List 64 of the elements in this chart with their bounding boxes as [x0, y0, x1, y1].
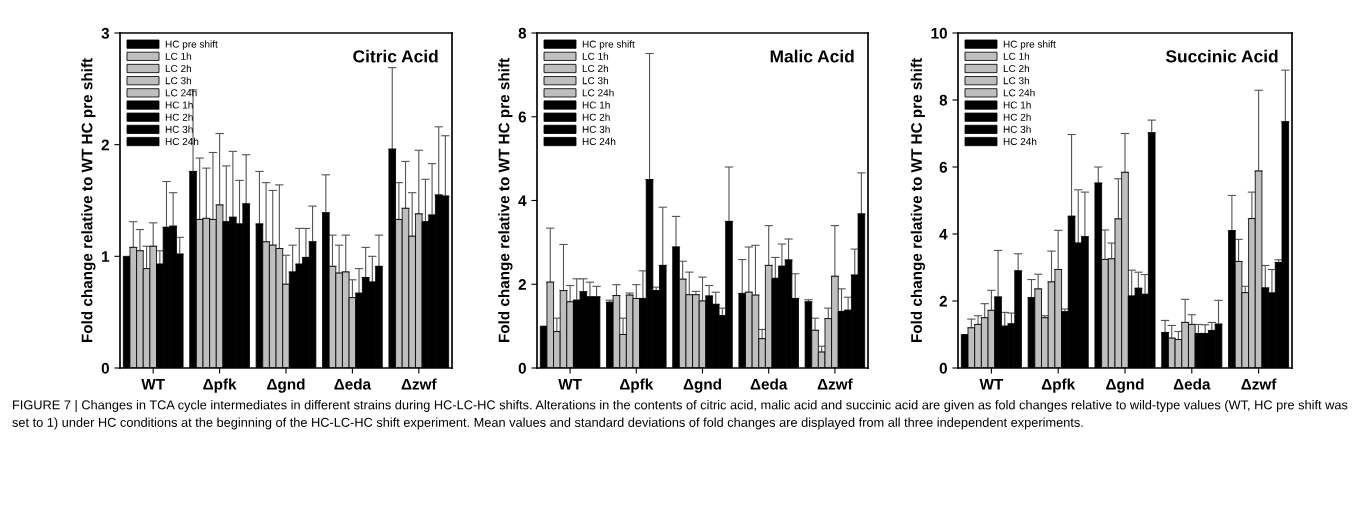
x-tick-label: Δzwf — [401, 378, 437, 390]
legend-label: HC 1h — [165, 101, 193, 109]
legend-label: LC 24h — [582, 89, 614, 97]
x-tick-label: WT — [141, 378, 165, 390]
legend-label: HC 24h — [582, 137, 616, 146]
legend-label: LC 3h — [582, 76, 609, 85]
legend-label: HC pre shift — [165, 40, 218, 50]
x-tick-label: Δeda — [334, 378, 372, 390]
legend-label: HC 24h — [165, 137, 199, 146]
legend-label: LC 3h — [165, 76, 192, 85]
y-tick-label: 1 — [102, 251, 110, 262]
y-tick-label: 0 — [939, 362, 947, 374]
x-tick-label: WT — [979, 378, 1004, 390]
legend-label: HC 1h — [1003, 101, 1031, 109]
y-tick-label: 4 — [939, 229, 948, 240]
y-tick-label: 8 — [518, 27, 527, 39]
y-axis-title: Fold change relative to WT HC pre shift — [498, 58, 513, 343]
legend-label: HC pre shift — [582, 40, 635, 50]
legend-label: LC 1h — [582, 52, 609, 60]
y-tick-label: 2 — [939, 295, 947, 307]
x-tick-label: WT — [558, 378, 582, 390]
y-tick-label: 2 — [518, 279, 526, 290]
text: Succinic Acid — [1165, 49, 1278, 63]
x-tick-label: Δeda — [1173, 378, 1211, 390]
x-tick-label: Δpfk — [203, 378, 237, 393]
y-axis-title: Fold change relative to WT HC pre shift — [910, 58, 926, 343]
x-tick-label: Δzwf — [817, 378, 853, 390]
legend-label: LC 1h — [1003, 52, 1030, 60]
x-tick-label: Δeda — [750, 378, 788, 390]
legend-label: HC 3h — [1003, 125, 1031, 133]
legend-label: LC 2h — [1003, 64, 1030, 73]
x-tick-label: Δgnd — [1106, 378, 1144, 393]
y-tick-label: 4 — [518, 195, 527, 207]
y-tick-label: 10 — [931, 27, 947, 39]
legend-label: LC 3h — [1003, 76, 1030, 85]
text: Citric Acid — [353, 49, 438, 63]
legend-label: HC 2h — [582, 113, 610, 121]
legend-label: HC 3h — [582, 125, 610, 133]
text: Malic Acid — [770, 49, 854, 63]
legend-label: HC 2h — [1003, 113, 1031, 121]
legend-label: HC 24h — [1003, 137, 1037, 146]
y-tick-label: 0 — [518, 362, 526, 374]
y-tick-label: 2 — [101, 139, 109, 151]
y-tick-label: 0 — [101, 362, 109, 374]
x-tick-label: Δpfk — [1041, 378, 1076, 393]
legend-label: LC 2h — [582, 64, 609, 73]
legend-label: HC 3h — [165, 125, 193, 133]
x-tick-label: Δgnd — [267, 378, 305, 393]
legend-label: LC 24h — [1003, 89, 1035, 97]
x-tick-label: Δzwf — [1241, 378, 1277, 390]
legend-label: HC 2h — [165, 113, 193, 121]
caption: FIGURE 7 | Changes in TCA cycle intermediates in different strains during HC-LC-HC shifts. Alterations in the contents of citric acid, malic acid and succinic acid are given as fold changes relative to wild-type values (WT, HC pre shift was set to 1) under HC conditions at the beginning of the HC-LC-HC shift experiment. Mean values and standard deviations of fold changes are displayed from all three independent experiments. — [12, 400, 1348, 430]
y-axis-title: Fold change relative to WT HC pre shift — [81, 58, 96, 343]
legend-label: LC 1h — [165, 52, 192, 60]
legend-label: HC pre shift — [1003, 40, 1056, 50]
y-tick-label: 3 — [101, 27, 110, 39]
x-tick-label: Δgnd — [683, 378, 721, 393]
y-tick-label: 8 — [939, 94, 948, 106]
legend-label: HC 1h — [582, 101, 610, 109]
x-tick-label: Δpfk — [619, 378, 654, 393]
legend-label: LC 24h — [165, 89, 197, 97]
legend-label: LC 2h — [165, 64, 192, 73]
y-tick-label: 6 — [939, 161, 948, 173]
y-tick-label: 6 — [518, 111, 527, 123]
